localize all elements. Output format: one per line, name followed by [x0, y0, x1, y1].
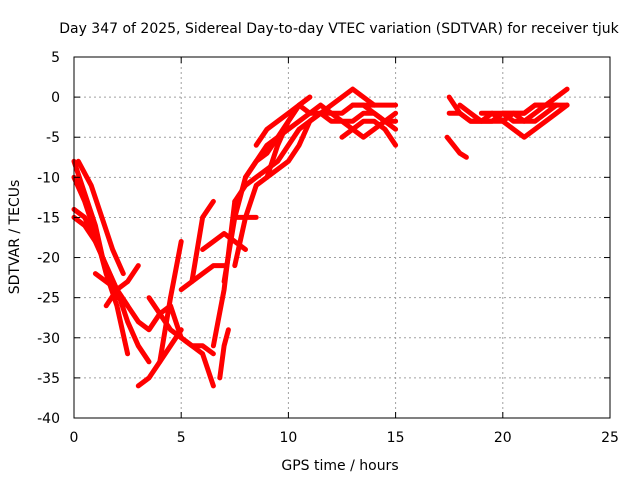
- data-trace: [500, 102, 559, 116]
- data-trace: [103, 263, 141, 309]
- data-trace: [217, 327, 231, 381]
- x-tick-label: 25: [601, 430, 619, 446]
- x-tick-label: 5: [177, 430, 186, 446]
- data-trace: [253, 102, 399, 148]
- data-trace: [71, 214, 152, 365]
- axis-ticks: 0 5 10 15 20 25 5 0 -5 -10 -15 -20 -25 -30 -35 -40: [37, 50, 619, 446]
- y-tick-label: -40: [37, 411, 60, 427]
- data-trace: [189, 198, 216, 285]
- y-tick-label: -25: [37, 291, 60, 307]
- plot-frame: [73, 56, 611, 419]
- y-tick-label: -30: [37, 331, 60, 347]
- data-trace: [146, 295, 216, 357]
- data-trace: [178, 263, 227, 293]
- y-tick-label: -5: [46, 130, 60, 146]
- y-tick-label: -35: [37, 371, 60, 387]
- data-trace: [264, 94, 313, 180]
- y-tick-label: -15: [37, 210, 60, 226]
- data-trace: [339, 118, 399, 148]
- data-trace: [232, 86, 377, 204]
- data-series: [71, 86, 570, 389]
- x-axis-label: GPS time / hours: [281, 458, 398, 474]
- y-tick-label: 5: [51, 50, 60, 66]
- y-tick-label: -20: [37, 251, 60, 267]
- x-tick-label: 10: [279, 430, 297, 446]
- y-axis-label: SDTVAR / TECUs: [7, 180, 23, 295]
- data-trace: [75, 158, 126, 277]
- y-tick-label: 0: [51, 90, 60, 106]
- data-trace: [350, 102, 399, 132]
- x-tick-label: 20: [494, 430, 512, 446]
- data-trace: [478, 102, 570, 140]
- chart-title: Day 347 of 2025, Sidereal Day-to-day VTE…: [59, 21, 619, 37]
- data-trace: [157, 239, 184, 365]
- y-tick-label: -10: [37, 170, 60, 186]
- data-trace: [444, 134, 469, 160]
- x-tick-label: 0: [70, 430, 79, 446]
- x-tick-label: 15: [387, 430, 405, 446]
